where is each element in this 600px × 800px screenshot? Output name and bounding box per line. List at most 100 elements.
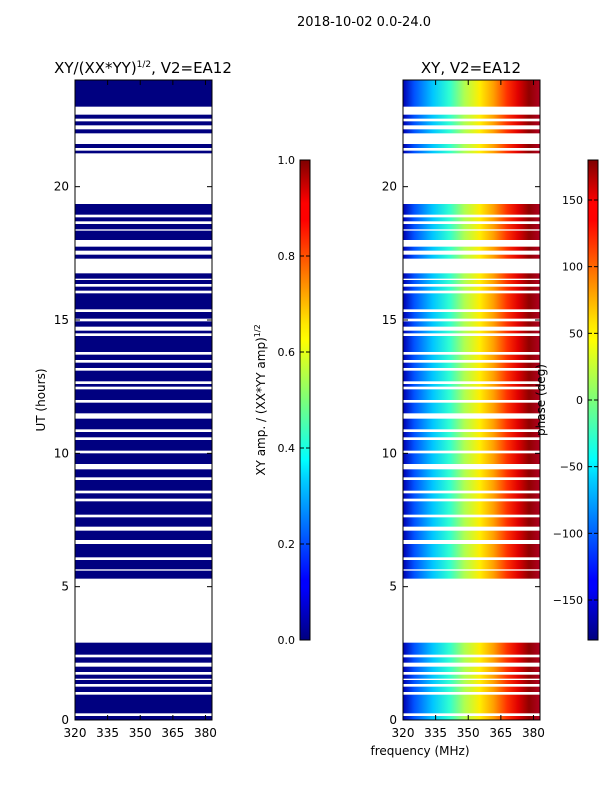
phase-data-band xyxy=(403,321,540,327)
amp-data-band xyxy=(75,354,212,360)
amp-data-band xyxy=(75,150,212,154)
phase-data-band xyxy=(403,362,540,368)
amp-y-tick-label: 10 xyxy=(54,446,69,460)
phase-x-tick-label: 350 xyxy=(457,726,480,740)
phase-data-band xyxy=(403,432,540,438)
phase-data-band xyxy=(403,273,540,279)
phase-data-band xyxy=(403,480,540,491)
amp-x-axis: 320 335 350 365 380 xyxy=(64,80,217,740)
amp-data-band xyxy=(75,121,212,126)
amp-data-band xyxy=(75,217,212,222)
amp-cbar-tick-label: 0.6 xyxy=(278,346,296,359)
amp-data-band xyxy=(75,517,212,527)
phase-data-band xyxy=(403,80,540,107)
phase-y-tick-label: 5 xyxy=(389,580,397,594)
amp-data-band xyxy=(75,402,212,414)
amp-data-band xyxy=(75,440,212,451)
phase-data-band xyxy=(403,674,540,679)
phase-data-band xyxy=(403,453,540,464)
phase-data-band xyxy=(403,544,540,558)
amp-data-band xyxy=(75,273,212,279)
phase-data-band xyxy=(403,114,540,119)
amp-data-band xyxy=(75,432,212,438)
amp-data-band xyxy=(75,144,212,148)
amp-x-tick-label: 365 xyxy=(161,726,184,740)
phase-title: XY, V2=EA12 xyxy=(421,59,521,77)
phase-data-band xyxy=(403,330,540,334)
phase-x-tick-label: 380 xyxy=(522,726,545,740)
phase-data-band xyxy=(403,666,540,672)
amp-data-band xyxy=(75,362,212,368)
phase-panel: XY, V2=EA12 320 335 350 365 380 0 5 10 15 20 fre… xyxy=(370,59,544,758)
phase-data-band xyxy=(403,389,540,400)
amp-data-band xyxy=(75,493,212,499)
amp-data-band xyxy=(75,312,212,319)
amp-cbar-tick-label: 0.0 xyxy=(278,634,296,647)
phase-data-band xyxy=(403,402,540,414)
phase-data-band xyxy=(403,469,540,478)
amp-y-tick-label: 20 xyxy=(54,180,69,194)
phase-data-band xyxy=(403,354,540,360)
amp-data-band xyxy=(75,370,212,382)
amp-plot-frame xyxy=(74,79,213,721)
amp-data-band xyxy=(75,418,212,430)
phase-x-axis: 320 335 350 365 380 xyxy=(392,80,545,740)
amp-data-band xyxy=(75,686,212,692)
phase-data-band xyxy=(403,517,540,527)
amp-data-band xyxy=(75,469,212,478)
phase-data-band xyxy=(403,204,540,215)
amp-data-band xyxy=(75,230,212,240)
amp-data-band xyxy=(75,389,212,400)
phase-data-band xyxy=(403,418,540,430)
phase-cbar-tick-label: −50 xyxy=(560,461,583,474)
phase-data-band xyxy=(403,230,540,240)
amp-data-band xyxy=(75,114,212,119)
amp-data-band xyxy=(75,657,212,663)
amp-data-band xyxy=(75,246,212,251)
amp-cbar-tick-label: 1.0 xyxy=(278,154,296,167)
phase-data-band xyxy=(403,530,540,540)
phase-cbar-tick-label: 150 xyxy=(562,194,583,207)
amp-data-band xyxy=(75,204,212,215)
amp-data-band xyxy=(75,666,212,672)
phase-x-tick-label: 335 xyxy=(424,726,447,740)
phase-data-band xyxy=(403,440,540,451)
amp-y-axis-label: UT (hours) xyxy=(34,368,48,431)
amp-data-band xyxy=(75,680,212,684)
phase-cbar-tick-label: −100 xyxy=(553,527,583,540)
amp-y-axis: 0 5 10 15 20 xyxy=(54,180,212,727)
amp-cbar-tick-label: 0.2 xyxy=(278,538,296,551)
amp-data-band xyxy=(75,716,212,720)
amp-cbar-tick-label: 0.4 xyxy=(278,442,296,455)
phase-data-band xyxy=(403,280,540,284)
amp-colorbar-scale xyxy=(299,159,311,641)
phase-x-tick-label: 365 xyxy=(489,726,512,740)
amp-colorbar-ticks: 0.0 0.2 0.4 0.6 0.8 1.0 xyxy=(278,154,310,647)
phase-data-band xyxy=(403,336,540,352)
amp-data-band xyxy=(75,80,212,107)
phase-data-band xyxy=(403,312,540,319)
amp-colorbar: 0.0 0.2 0.4 0.6 0.8 1.0 XY amp. / (XX*YY amp)… xyxy=(253,154,311,647)
amp-y-tick-label: 15 xyxy=(54,313,69,327)
figure-suptitle: 2018-10-02 0.0-24.0 xyxy=(297,15,431,30)
phase-data-band xyxy=(403,246,540,251)
phase-colorbar: −150 −100 −50 0 50 100 150 phase (deg) xyxy=(534,159,599,641)
amp-data-band xyxy=(75,129,212,134)
phase-data-band xyxy=(403,570,540,579)
amp-data-band xyxy=(75,642,212,655)
amp-data-band xyxy=(75,330,212,334)
amp-colorbar-label: XY amp. / (XX*YY amp)1/2 xyxy=(253,324,268,475)
phase-y-axis: 0 5 10 15 20 xyxy=(382,180,540,727)
amp-cbar-tick-label: 0.8 xyxy=(278,250,296,263)
phase-data-band xyxy=(403,493,540,499)
phase-data-band xyxy=(403,224,540,230)
phase-data-band xyxy=(403,144,540,148)
phase-data-band xyxy=(403,642,540,655)
phase-data-band xyxy=(403,384,540,387)
amp-data-band xyxy=(75,570,212,579)
amp-x-tick-label: 350 xyxy=(129,726,152,740)
phase-cbar-tick-label: 100 xyxy=(562,261,583,274)
phase-x-axis-label: frequency (MHz) xyxy=(370,744,469,758)
phase-cbar-tick-label: 0 xyxy=(576,394,583,407)
